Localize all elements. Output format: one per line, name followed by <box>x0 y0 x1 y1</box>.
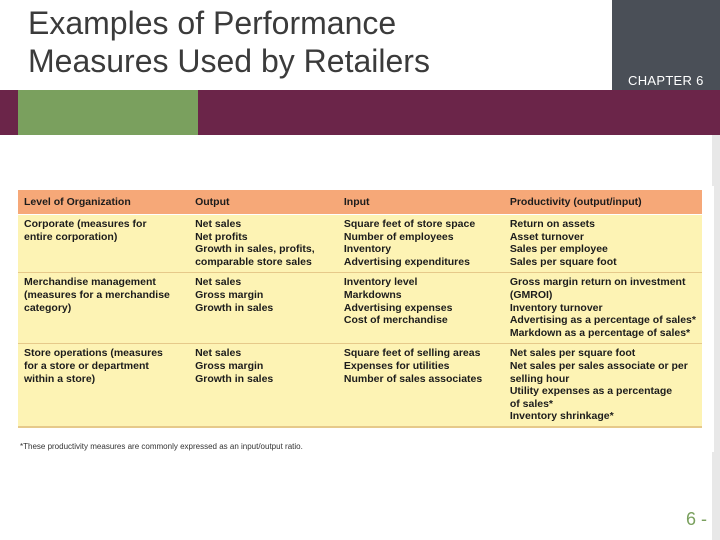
cell-line: Inventory level <box>343 276 418 289</box>
table-footnote: *These productivity measures are commonl… <box>20 442 303 451</box>
table-row: Store operations (measures for a store or… <box>18 343 702 428</box>
table-cell-level: Store operations (measures for a store or… <box>18 343 190 428</box>
table-cell-output: Net sales Gross margin Growth in sales <box>189 272 338 345</box>
table-row: Corporate (measures for entire corporatio… <box>18 214 702 274</box>
cell-line: entire corporation) <box>24 230 118 243</box>
cell-line: for a store or department <box>24 359 149 372</box>
cell-line: within a store) <box>24 372 96 385</box>
table-cell-productivity: Gross margin return on investment (GMROI)… <box>503 272 702 345</box>
table-row: Merchandise management (measures for a me… <box>18 272 702 345</box>
cell-line: (GMROI) <box>509 288 553 301</box>
table-header-row: Level of Organization Output Input Produ… <box>18 190 702 215</box>
cell-line: Expenses for utilities <box>343 359 450 372</box>
cell-line: Square feet of selling areas <box>343 347 481 360</box>
table-body: Corporate (measures for entire corporatio… <box>18 214 702 428</box>
slide-number: 6 - <box>686 509 708 529</box>
table-cell-productivity: Net sales per square foot Net sales per s… <box>503 343 702 428</box>
slide-title-line-1: Examples of Performance <box>28 5 397 41</box>
cell-line: Asset turnover <box>509 230 584 243</box>
table-cell-output: Net sales Gross margin Growth in sales <box>189 343 338 428</box>
cell-line: Gross margin <box>195 359 264 372</box>
cell-line: Advertising as a percentage of sales* <box>509 314 696 327</box>
cell-line: Net sales per square foot <box>509 347 636 360</box>
cell-line: Markdown as a percentage of sales* <box>509 326 691 339</box>
cell-line: Merchandise management <box>24 276 156 289</box>
cell-line: Sales per employee <box>509 243 608 256</box>
cell-line: Growth in sales <box>195 372 274 385</box>
header-productivity: Productivity (output/input) <box>503 190 702 215</box>
table-cell-productivity: Return on assets Asset turnover Sales per … <box>503 214 702 274</box>
table-cell-output: Net sales Net profits Growth in sales, pro… <box>189 214 338 274</box>
table-cell-level: Merchandise management (measures for a me… <box>18 272 190 345</box>
cell-line: Gross margin <box>195 288 264 301</box>
cell-line: Return on assets <box>509 218 596 230</box>
header-level: Level of Organization <box>18 190 190 215</box>
cell-line: Net sales per sales associate or per <box>509 359 688 372</box>
cell-line: (measures for a merchandise <box>24 288 170 301</box>
cell-line: Growth in sales <box>195 301 274 314</box>
performance-table-figure: Level of Organization Output Input Produ… <box>18 186 714 452</box>
cell-line: Cost of merchandise <box>343 314 448 327</box>
table-cell-input: Inventory level Markdowns Advertising expe… <box>337 272 504 345</box>
chapter-box <box>612 0 720 90</box>
cell-line: Net sales <box>195 218 242 230</box>
cell-line: selling hour <box>509 372 570 385</box>
cell-line: Sales per square foot <box>509 255 617 268</box>
performance-measures-table: Level of Organization Output Input Produ… <box>18 190 702 428</box>
cell-line: Square feet of store space <box>343 218 476 230</box>
cell-line: Number of employees <box>343 230 454 243</box>
cell-line: Gross margin return on investment <box>509 276 686 289</box>
chapter-label: CHAPTER 6 <box>628 73 704 88</box>
right-edge-strip <box>712 135 720 540</box>
cell-line: Inventory <box>343 243 392 256</box>
cell-line: Net profits <box>195 230 248 243</box>
cell-line: Markdowns <box>343 288 402 301</box>
cell-line: of sales* <box>509 397 554 410</box>
slide-title-line-2: Measures Used by Retailers <box>28 43 430 79</box>
accent-green-block <box>18 90 198 135</box>
cell-line: Inventory turnover <box>509 301 603 314</box>
cell-line: category) <box>24 301 72 314</box>
slide-title: Examples of Performance Measures Used by… <box>28 4 598 80</box>
header-output: Output <box>189 190 338 215</box>
cell-line: Growth in sales, profits, <box>195 243 315 256</box>
cell-line: Advertising expenses <box>343 301 453 314</box>
table-cell-input: Square feet of store space Number of empl… <box>337 214 504 274</box>
cell-line: Advertising expenditures <box>343 255 470 268</box>
cell-line: Net sales <box>195 276 242 289</box>
table-cell-level: Corporate (measures for entire corporatio… <box>18 214 190 274</box>
cell-line: Inventory shrinkage* <box>509 410 614 423</box>
cell-line: comparable store sales <box>195 255 312 268</box>
cell-line: Store operations (measures <box>24 347 163 360</box>
cell-line: Corporate (measures for <box>24 218 147 230</box>
table-cell-input: Square feet of selling areas Expenses for… <box>337 343 504 428</box>
cell-line: Number of sales associates <box>343 372 483 385</box>
cell-line: Net sales <box>195 347 242 360</box>
header-input: Input <box>337 190 504 215</box>
cell-line: Utility expenses as a percentage <box>509 385 673 398</box>
